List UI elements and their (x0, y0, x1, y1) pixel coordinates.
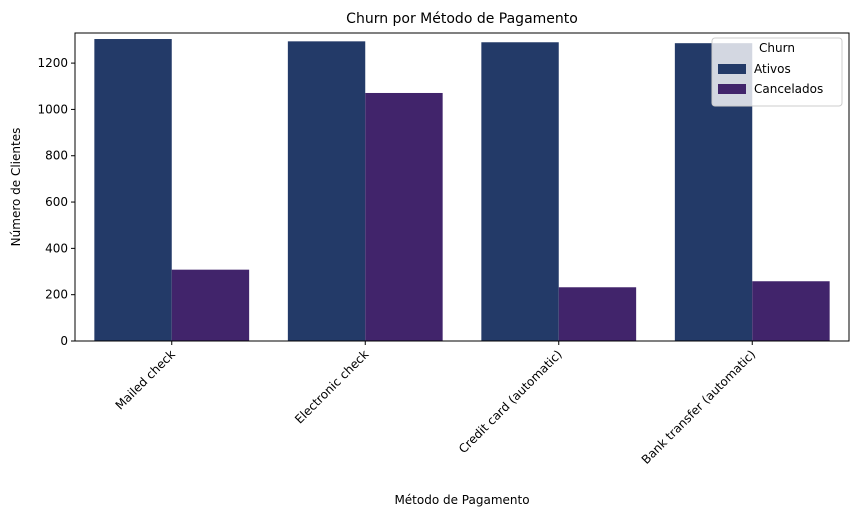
y-tick-label: 0 (60, 334, 68, 348)
y-tick-label: 200 (45, 288, 68, 302)
legend-label-ativos: Ativos (754, 62, 791, 76)
bar-ativos-1 (287, 41, 366, 342)
legend-title: Churn (759, 41, 795, 55)
plot-frame (74, 32, 850, 342)
chart-title: Churn por Método de Pagamento (346, 11, 578, 27)
x-tick-label: Electronic check (292, 347, 371, 426)
legend: Churn Ativos Cancelados (711, 37, 843, 107)
bar-cancelados-3 (752, 281, 830, 341)
y-tick-label: 600 (45, 195, 68, 209)
y-axis-title: Número de Clientes (9, 128, 23, 247)
x-axis-title: Método de Pagamento (394, 493, 529, 507)
legend-swatch-cancelados (718, 84, 746, 94)
y-tick-label: 1200 (37, 56, 68, 70)
bar-cancelados-1 (365, 92, 443, 341)
bar-cancelados-0 (171, 269, 250, 341)
bar-cancelados-2 (558, 287, 637, 341)
legend-label-cancelados: Cancelados (754, 82, 823, 96)
y-tick-label: 400 (45, 241, 68, 255)
x-axis: Mailed check Electronic check Credit card … (113, 341, 759, 467)
bar-ativos-0 (94, 39, 172, 342)
bar-ativos-2 (481, 42, 559, 341)
x-tick-label: Credit card (automatic) (456, 347, 565, 456)
y-tick-label: 800 (45, 149, 68, 163)
legend-swatch-ativos (718, 64, 746, 74)
y-axis: 0 200 400 600 800 1000 1200 (37, 56, 75, 348)
y-tick-label: 1000 (37, 102, 68, 116)
x-tick-label: Bank transfer (automatic) (639, 347, 759, 467)
x-tick-label: Mailed check (113, 347, 178, 412)
